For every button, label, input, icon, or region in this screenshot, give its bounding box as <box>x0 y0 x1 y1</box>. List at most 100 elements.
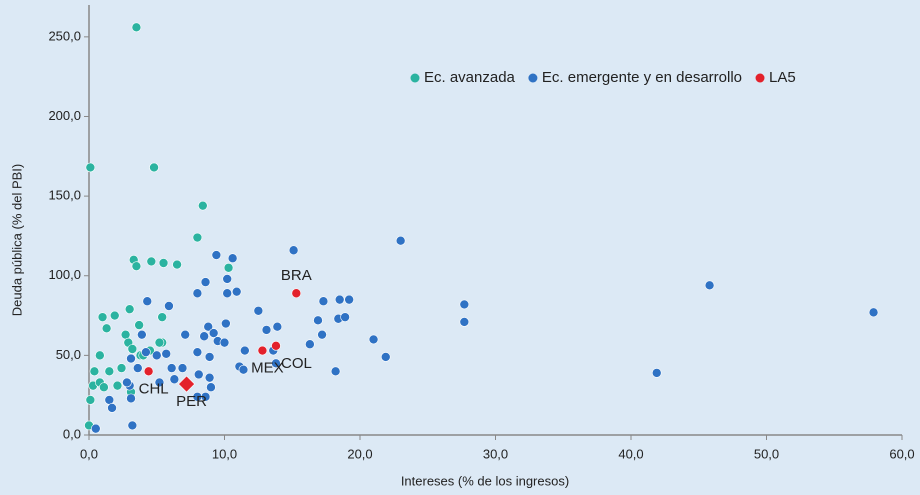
y-tick-label: 0,0 <box>63 426 81 441</box>
point <box>154 337 165 348</box>
point-label: PER <box>176 393 207 410</box>
point <box>198 200 208 211</box>
point <box>99 382 109 393</box>
point <box>161 348 172 359</box>
point <box>208 328 219 338</box>
point <box>222 288 233 299</box>
point <box>104 395 115 405</box>
point <box>192 347 203 357</box>
point <box>459 317 470 327</box>
x-tick-label: 10,0 <box>212 446 237 461</box>
point <box>89 366 100 377</box>
point-label: CHL <box>139 380 169 397</box>
point <box>291 288 302 299</box>
point <box>203 321 214 332</box>
point <box>219 337 230 348</box>
point-label: MEX <box>251 360 284 377</box>
y-tick-label: 200,0 <box>48 108 81 123</box>
point <box>134 320 144 330</box>
point <box>459 299 470 310</box>
point <box>340 312 350 322</box>
point <box>116 363 127 373</box>
x-axis-title: Intereses (% de los ingresos) <box>401 473 569 488</box>
point <box>344 294 354 305</box>
point-label: COL <box>281 355 312 372</box>
diamond-point <box>178 375 195 393</box>
point <box>240 345 250 356</box>
x-tick-label: 60,0 <box>889 446 914 461</box>
point <box>158 258 169 268</box>
point <box>180 329 191 340</box>
point <box>380 352 391 362</box>
point <box>200 277 211 287</box>
point <box>271 358 281 369</box>
point <box>122 377 132 388</box>
point <box>131 22 142 33</box>
point <box>317 329 327 340</box>
point <box>204 372 215 383</box>
point <box>126 393 136 404</box>
point <box>137 329 147 340</box>
point <box>120 329 131 340</box>
point <box>151 350 162 361</box>
point <box>169 374 180 385</box>
point <box>107 403 117 413</box>
point <box>101 323 112 334</box>
point <box>288 245 299 256</box>
point <box>257 345 268 356</box>
point <box>330 366 341 377</box>
point <box>318 296 329 307</box>
legend-marker <box>755 73 765 83</box>
legend-marker <box>528 73 538 83</box>
point <box>90 423 101 434</box>
point <box>143 366 154 377</box>
point <box>172 259 182 270</box>
point <box>204 352 215 362</box>
point <box>395 235 406 246</box>
point <box>368 334 379 345</box>
point <box>261 325 272 335</box>
point <box>131 261 142 271</box>
point <box>177 363 188 373</box>
point <box>868 307 879 318</box>
point <box>95 350 105 361</box>
point <box>271 341 281 351</box>
legend-marker <box>410 73 420 83</box>
point <box>127 420 138 431</box>
point-label: BRA <box>281 267 312 284</box>
y-tick-label: 50,0 <box>56 347 81 362</box>
x-tick-label: 50,0 <box>754 446 779 461</box>
point <box>166 363 177 373</box>
point <box>704 280 715 291</box>
x-tick-label: 40,0 <box>618 446 643 461</box>
y-axis-title: Deuda pública (% del PBI) <box>9 164 24 316</box>
point <box>154 377 165 388</box>
point <box>651 368 662 378</box>
point <box>124 304 135 314</box>
point <box>222 274 233 284</box>
legend-label: LA5 <box>769 69 796 86</box>
point <box>305 339 315 350</box>
point <box>109 310 120 321</box>
legend-label: Ec. avanzada <box>424 69 516 86</box>
point <box>238 364 249 375</box>
point <box>199 331 209 342</box>
point <box>126 353 136 364</box>
point <box>164 301 174 311</box>
point <box>132 363 143 373</box>
point <box>192 391 203 402</box>
point <box>313 315 323 326</box>
point <box>85 162 96 173</box>
point <box>334 294 345 305</box>
point <box>221 318 231 329</box>
point <box>227 253 238 264</box>
point <box>231 286 242 297</box>
point <box>149 162 159 173</box>
y-tick-label: 150,0 <box>48 188 81 203</box>
point <box>211 250 222 260</box>
point <box>223 262 234 273</box>
point <box>112 380 123 391</box>
y-tick-label: 250,0 <box>48 28 81 43</box>
